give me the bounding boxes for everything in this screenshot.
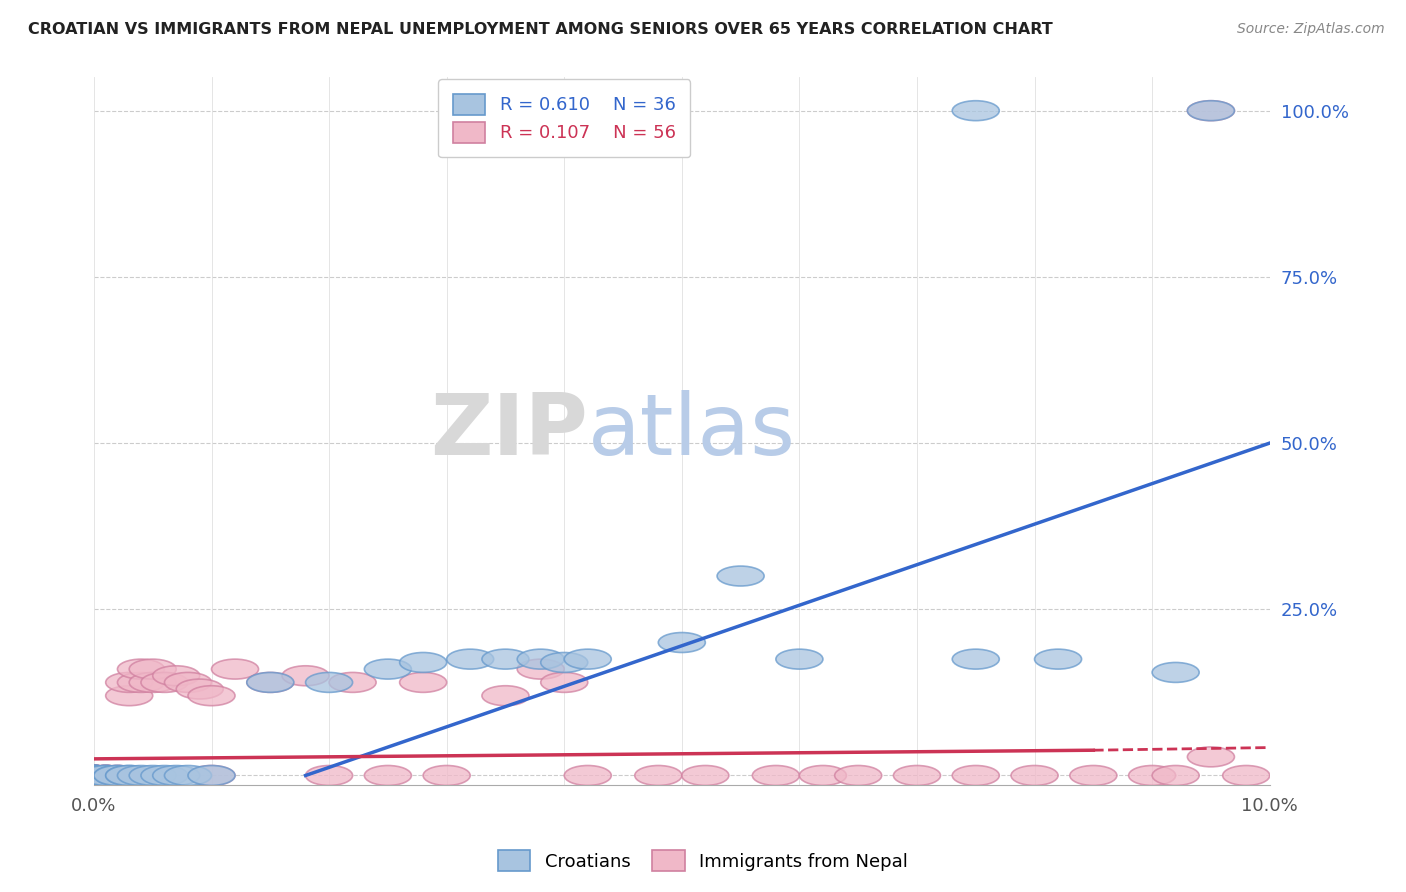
Ellipse shape: [247, 673, 294, 692]
Ellipse shape: [305, 765, 353, 786]
Ellipse shape: [70, 765, 118, 786]
Ellipse shape: [752, 765, 800, 786]
Ellipse shape: [658, 632, 706, 652]
Ellipse shape: [564, 765, 612, 786]
Ellipse shape: [105, 765, 153, 786]
Ellipse shape: [835, 765, 882, 786]
Ellipse shape: [70, 765, 118, 786]
Ellipse shape: [1188, 101, 1234, 120]
Ellipse shape: [188, 765, 235, 786]
Ellipse shape: [82, 765, 129, 786]
Ellipse shape: [1152, 663, 1199, 682]
Ellipse shape: [118, 765, 165, 786]
Ellipse shape: [399, 652, 447, 673]
Ellipse shape: [247, 673, 294, 692]
Ellipse shape: [70, 765, 118, 786]
Ellipse shape: [1129, 765, 1175, 786]
Ellipse shape: [70, 765, 118, 786]
Legend: R = 0.610    N = 36, R = 0.107    N = 56: R = 0.610 N = 36, R = 0.107 N = 56: [439, 79, 690, 157]
Ellipse shape: [153, 765, 200, 786]
Ellipse shape: [82, 765, 129, 786]
Ellipse shape: [70, 765, 118, 786]
Ellipse shape: [1011, 765, 1059, 786]
Text: Source: ZipAtlas.com: Source: ZipAtlas.com: [1237, 22, 1385, 37]
Ellipse shape: [82, 765, 129, 786]
Ellipse shape: [305, 673, 353, 692]
Ellipse shape: [70, 765, 118, 786]
Ellipse shape: [70, 765, 118, 786]
Ellipse shape: [105, 673, 153, 692]
Ellipse shape: [211, 659, 259, 679]
Ellipse shape: [188, 765, 235, 786]
Ellipse shape: [94, 765, 141, 786]
Ellipse shape: [364, 659, 412, 679]
Ellipse shape: [447, 649, 494, 669]
Text: CROATIAN VS IMMIGRANTS FROM NEPAL UNEMPLOYMENT AMONG SENIORS OVER 65 YEARS CORRE: CROATIAN VS IMMIGRANTS FROM NEPAL UNEMPL…: [28, 22, 1053, 37]
Ellipse shape: [634, 765, 682, 786]
Ellipse shape: [1035, 649, 1081, 669]
Ellipse shape: [129, 673, 176, 692]
Ellipse shape: [129, 659, 176, 679]
Ellipse shape: [82, 765, 129, 786]
Ellipse shape: [176, 679, 224, 699]
Ellipse shape: [82, 765, 129, 786]
Ellipse shape: [94, 765, 141, 786]
Ellipse shape: [1152, 765, 1199, 786]
Ellipse shape: [893, 765, 941, 786]
Legend: Croatians, Immigrants from Nepal: Croatians, Immigrants from Nepal: [491, 843, 915, 879]
Ellipse shape: [1223, 765, 1270, 786]
Ellipse shape: [105, 765, 153, 786]
Ellipse shape: [105, 686, 153, 706]
Ellipse shape: [682, 765, 728, 786]
Ellipse shape: [952, 101, 1000, 120]
Ellipse shape: [94, 765, 141, 786]
Ellipse shape: [82, 765, 129, 786]
Ellipse shape: [541, 652, 588, 673]
Ellipse shape: [129, 765, 176, 786]
Ellipse shape: [776, 649, 823, 669]
Text: ZIP: ZIP: [430, 390, 588, 473]
Ellipse shape: [70, 765, 118, 786]
Ellipse shape: [188, 686, 235, 706]
Ellipse shape: [141, 673, 188, 692]
Ellipse shape: [1070, 765, 1116, 786]
Ellipse shape: [70, 765, 118, 786]
Ellipse shape: [952, 765, 1000, 786]
Ellipse shape: [118, 673, 165, 692]
Ellipse shape: [70, 765, 118, 786]
Ellipse shape: [70, 765, 118, 786]
Ellipse shape: [800, 765, 846, 786]
Ellipse shape: [1188, 101, 1234, 120]
Ellipse shape: [541, 673, 588, 692]
Ellipse shape: [70, 765, 118, 786]
Ellipse shape: [153, 665, 200, 686]
Ellipse shape: [423, 765, 470, 786]
Ellipse shape: [70, 765, 118, 786]
Ellipse shape: [94, 765, 141, 786]
Ellipse shape: [564, 649, 612, 669]
Ellipse shape: [283, 665, 329, 686]
Ellipse shape: [70, 765, 118, 786]
Ellipse shape: [118, 659, 165, 679]
Ellipse shape: [165, 673, 211, 692]
Ellipse shape: [165, 765, 211, 786]
Ellipse shape: [70, 765, 118, 786]
Ellipse shape: [70, 765, 118, 786]
Ellipse shape: [717, 566, 763, 586]
Ellipse shape: [482, 649, 529, 669]
Ellipse shape: [1188, 747, 1234, 767]
Ellipse shape: [364, 765, 412, 786]
Ellipse shape: [82, 765, 129, 786]
Ellipse shape: [329, 673, 377, 692]
Ellipse shape: [517, 649, 564, 669]
Ellipse shape: [141, 765, 188, 786]
Text: atlas: atlas: [588, 390, 796, 473]
Ellipse shape: [70, 765, 118, 786]
Ellipse shape: [399, 673, 447, 692]
Ellipse shape: [517, 659, 564, 679]
Ellipse shape: [952, 649, 1000, 669]
Ellipse shape: [82, 765, 129, 786]
Ellipse shape: [482, 686, 529, 706]
